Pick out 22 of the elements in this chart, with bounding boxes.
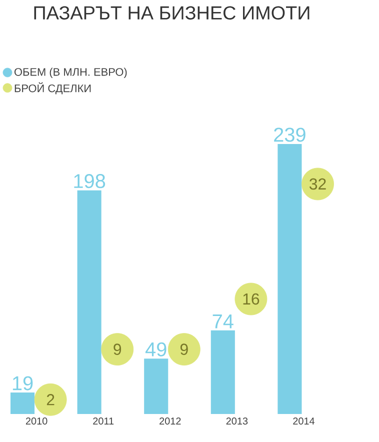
data-label: 9 [180, 344, 188, 355]
bar [278, 144, 302, 414]
data-label: 16 [244, 293, 260, 305]
x-tick-label: 2013 [226, 418, 248, 425]
bar [211, 330, 236, 414]
data-label: 2 [47, 394, 54, 406]
data-label: 239 [274, 128, 306, 142]
legend-label: БРОЙ СДЕЛКИ [15, 82, 91, 94]
x-tick-label: 2011 [93, 418, 114, 425]
bar [78, 190, 102, 414]
x-tick-label: 2014 [293, 418, 315, 425]
x-tick-label: 2012 [160, 418, 181, 425]
x-tick-label: 2010 [26, 418, 48, 425]
legend-label: ОБЕМ (В МЛН. ЕВРО) [14, 68, 127, 78]
bar [144, 358, 168, 414]
data-label: 49 [146, 342, 166, 356]
data-label: 19 [13, 376, 33, 390]
chart-title: ПАЗАРЪТ НА БИЗНЕС ИМОТИ [34, 6, 310, 20]
data-label: 198 [74, 174, 106, 188]
data-label: 74 [213, 314, 234, 328]
data-label: 32 [310, 178, 326, 190]
data-label: 9 [114, 344, 122, 355]
